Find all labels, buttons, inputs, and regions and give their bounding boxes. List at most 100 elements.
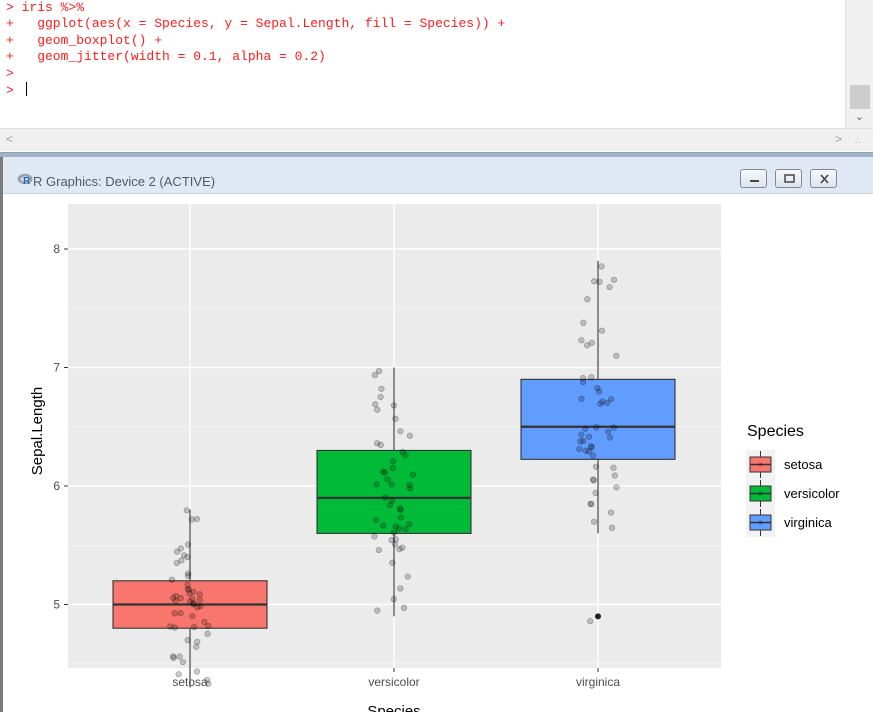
jitter-point	[576, 446, 583, 453]
legend-item-setosa: setosa	[746, 450, 823, 479]
scroll-left-icon[interactable]: <	[6, 132, 14, 146]
minimize-button[interactable]	[740, 169, 767, 188]
box-virginica	[520, 260, 676, 620]
jitter-point	[594, 385, 601, 392]
jitter-point	[588, 500, 595, 508]
x-tick-label: versicolor	[368, 675, 419, 689]
jitter-point	[377, 441, 384, 448]
jitter-point	[189, 595, 196, 602]
jitter-point	[373, 481, 380, 488]
jitter-point	[184, 586, 191, 593]
jitter-point	[384, 476, 391, 483]
jitter-point	[588, 339, 595, 346]
legend-label: versicolor	[784, 486, 840, 501]
jitter-point	[611, 472, 618, 479]
jitter-point	[171, 624, 178, 631]
close-icon	[820, 174, 829, 184]
legend-title: Species	[747, 423, 804, 440]
jitter-point	[590, 476, 597, 483]
window-border	[0, 157, 3, 712]
jitter-point	[372, 516, 380, 524]
jitter-point	[378, 385, 385, 392]
jitter-point	[167, 623, 174, 630]
legend-point	[758, 462, 763, 467]
jitter-point	[407, 485, 414, 492]
jitter-point	[389, 465, 396, 472]
jitter-point	[173, 548, 181, 555]
jitter-point	[371, 533, 378, 540]
jitter-point	[593, 424, 600, 431]
jitter-point	[170, 653, 177, 660]
console-prompt-line[interactable]: >	[6, 82, 846, 99]
window-titlebar[interactable]: R R Graphics: Device 2 (ACTIVE)	[3, 157, 873, 194]
console-line: + geom_boxplot() +	[6, 32, 163, 48]
jitter-point	[607, 434, 614, 441]
jitter-point	[190, 600, 197, 607]
console-prompt: >	[6, 83, 22, 99]
jitter-point	[381, 469, 388, 476]
jitter-point	[396, 546, 403, 553]
jitter-point	[577, 438, 584, 445]
console-line: >	[6, 65, 14, 81]
jitter-point	[371, 372, 379, 379]
jitter-point	[193, 668, 200, 675]
text-caret	[25, 82, 27, 97]
jitter-point	[375, 546, 382, 554]
jitter-point	[592, 463, 600, 470]
console-horizontal-scrollbar[interactable]: < > ∴	[0, 128, 873, 151]
jitter-point	[591, 278, 598, 285]
jitter-point	[597, 400, 604, 407]
resize-grip-icon[interactable]: ∴	[855, 136, 861, 146]
jitter-point	[396, 505, 404, 512]
jitter-point	[177, 610, 184, 617]
box-body	[316, 449, 472, 534]
jitter-point	[170, 594, 177, 601]
jitter-point	[387, 501, 394, 509]
jitter-point	[390, 596, 397, 603]
r-console[interactable]: > iris %>% + ggplot(aes(x = Species, y = …	[0, 0, 873, 153]
jitter-point	[373, 440, 381, 447]
jitter-point	[585, 448, 593, 455]
jitter-point	[392, 536, 399, 543]
x-tick-label: setosa	[172, 675, 208, 689]
maximize-button[interactable]	[775, 169, 802, 188]
jitter-point	[584, 342, 591, 349]
jitter-point	[194, 638, 201, 645]
jitter-point	[404, 573, 411, 580]
jitter-point	[171, 610, 178, 617]
scroll-down-icon[interactable]: ⌄	[854, 111, 865, 123]
console-output[interactable]: > iris %>% + ggplot(aes(x = Species, y = …	[0, 0, 846, 128]
jitter-point	[392, 415, 399, 422]
legend-label: virginica	[784, 515, 832, 530]
jitter-point	[390, 458, 397, 465]
jitter-point	[177, 595, 184, 602]
jitter-point	[191, 623, 198, 631]
jitter-point	[399, 449, 406, 456]
jitter-point	[197, 603, 204, 610]
jitter-point	[196, 596, 203, 604]
jitter-point	[402, 452, 409, 459]
box-body	[520, 378, 676, 460]
minimize-icon	[750, 180, 759, 182]
jitter-point	[190, 601, 197, 608]
jitter-point	[173, 592, 180, 600]
jitter-point	[184, 637, 191, 644]
console-vertical-scrollbar[interactable]: ⌄	[845, 0, 873, 128]
jitter-point	[590, 452, 597, 459]
jitter-point	[382, 494, 389, 501]
y-tick-label: 8	[53, 242, 60, 256]
jitter-point	[590, 477, 597, 484]
graphics-device-window: R R Graphics: Device 2 (ACTIVE) 5 6 7 8 set…	[0, 157, 873, 712]
jitter-point	[406, 521, 413, 528]
y-tick-label: 7	[53, 361, 60, 375]
x-tick-label: virginica	[576, 675, 620, 689]
jitter-point	[205, 680, 212, 687]
jitter-point	[194, 604, 201, 611]
scrollbar-thumb[interactable]	[850, 85, 870, 109]
scroll-right-icon[interactable]: >	[835, 132, 843, 146]
close-button[interactable]	[810, 169, 837, 188]
jitter-point	[180, 552, 188, 559]
legend-point	[758, 520, 763, 525]
y-tick-label: 6	[53, 479, 60, 493]
jitter-point	[610, 276, 618, 283]
